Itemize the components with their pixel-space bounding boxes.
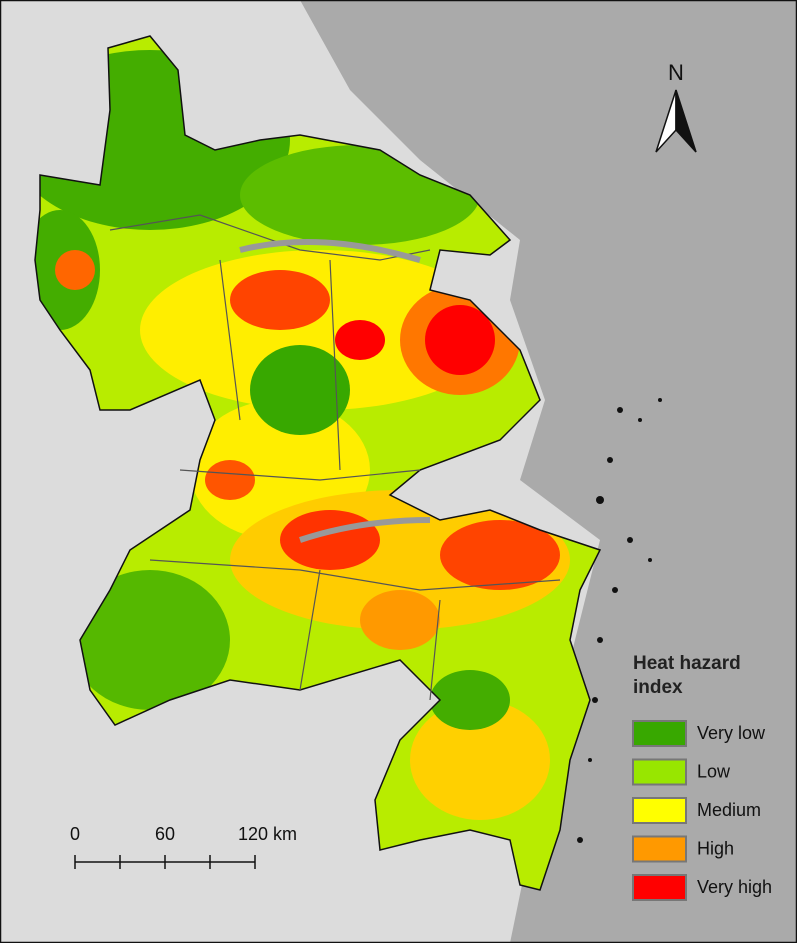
district-boundaries: [109, 214, 561, 701]
legend-swatch: [632, 758, 687, 786]
legend-label: High: [697, 838, 734, 858]
legend-label: Very high: [697, 877, 772, 897]
legend-label: Very low: [697, 723, 766, 743]
region-outline: [34, 35, 602, 891]
north-arrow-right: [675, 89, 697, 153]
north-label: N: [668, 60, 684, 85]
sea: [300, 0, 797, 943]
legend-swatch: [632, 874, 687, 901]
islands: [577, 398, 662, 843]
legend-title: Heat hazard index: [633, 653, 741, 698]
legend-swatch: [632, 720, 687, 747]
scale-label: 0: [70, 824, 80, 844]
river: [239, 239, 431, 543]
scale-label: 60: [155, 824, 175, 844]
legend-swatch: [632, 835, 687, 863]
legend-label: Low: [697, 761, 731, 781]
scale-label: 120 km: [238, 824, 297, 844]
legend-swatch: [632, 797, 687, 824]
legend-label: Medium: [697, 800, 761, 820]
scale-bar: [74, 855, 256, 869]
legend: Very low Low Medium High Very high: [632, 720, 772, 901]
